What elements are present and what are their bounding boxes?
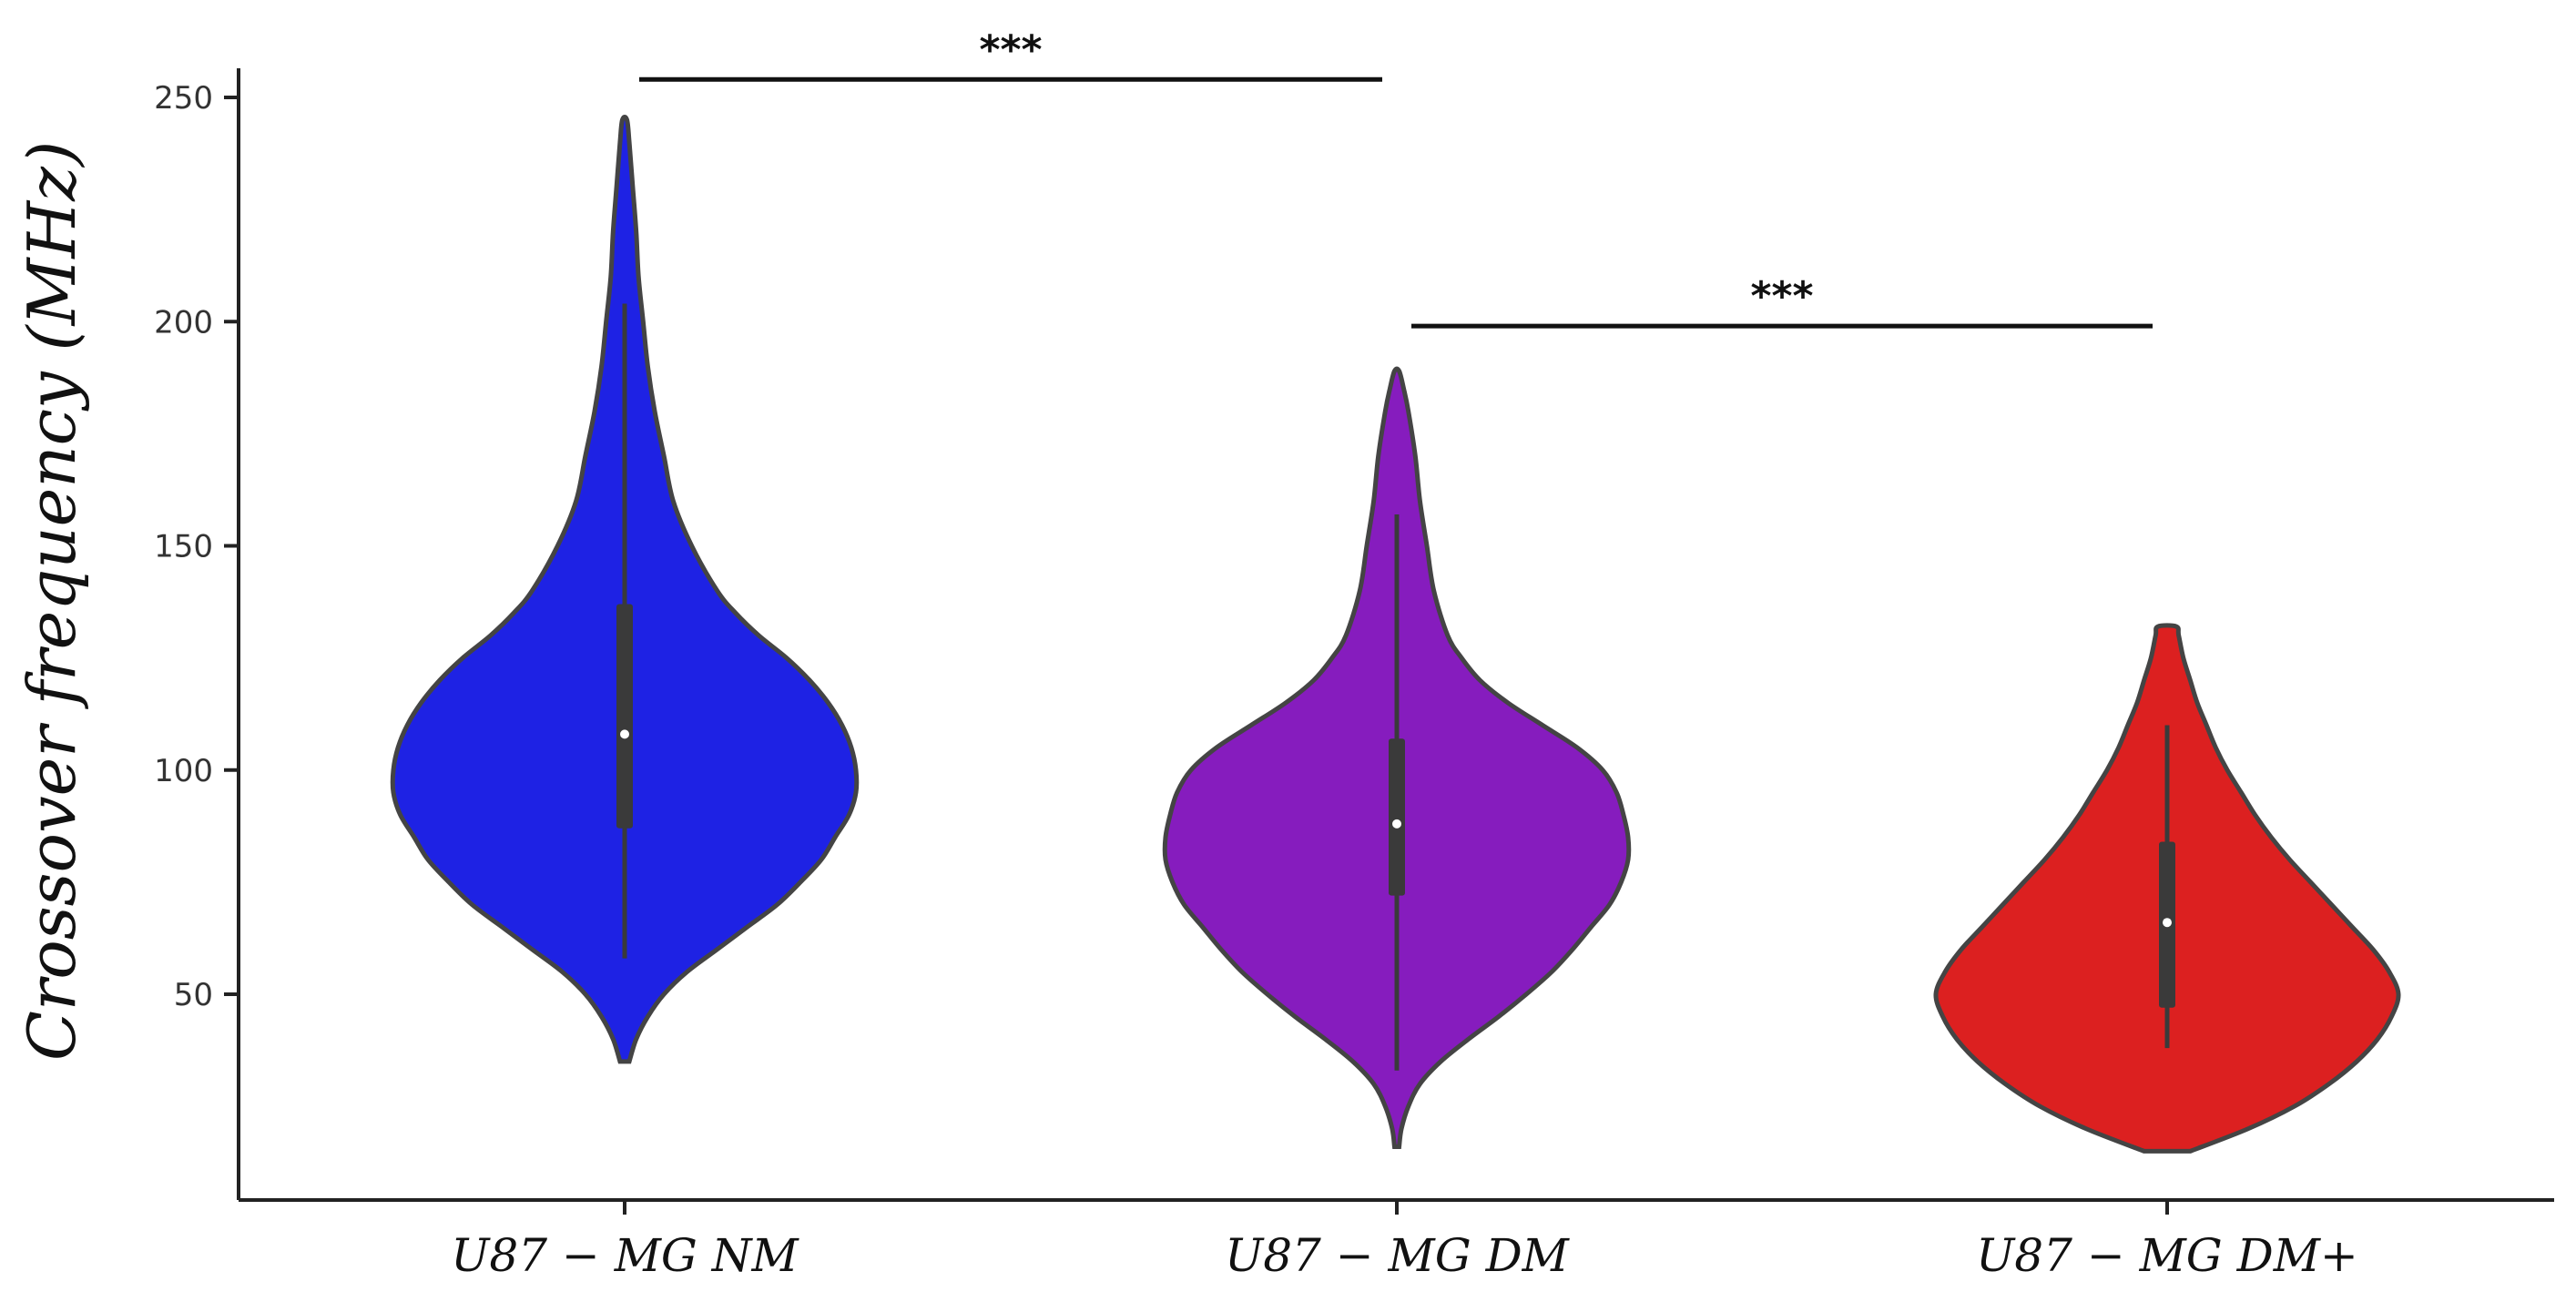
median-marker bbox=[1392, 819, 1401, 829]
x-tick-label: U87 − MG NM bbox=[451, 1229, 799, 1282]
violins bbox=[390, 115, 2401, 1154]
violin-1 bbox=[390, 115, 860, 1064]
violin-3 bbox=[1933, 623, 2401, 1154]
significance-annotations: *** *** bbox=[639, 26, 2153, 329]
significance-label: *** bbox=[1750, 273, 1813, 320]
y-tick-label: 50 bbox=[174, 977, 213, 1013]
significance-label: *** bbox=[979, 26, 1042, 73]
y-tick-label: 250 bbox=[154, 80, 213, 117]
y-ticks: 50 100 150 200 250 bbox=[154, 80, 239, 1013]
x-tick-label: U87 − MG DM+ bbox=[1976, 1229, 2358, 1282]
x-tick-label: U87 − MG DM bbox=[1225, 1229, 1571, 1282]
y-tick-label: 150 bbox=[154, 529, 213, 565]
median-marker bbox=[2163, 918, 2172, 928]
y-axis-title: Crossover frequency (MHz) bbox=[14, 141, 90, 1061]
y-tick-label: 100 bbox=[154, 753, 213, 789]
median-marker bbox=[620, 729, 629, 739]
y-tick-label: 200 bbox=[154, 304, 213, 341]
iqr-box bbox=[616, 604, 633, 829]
violin-2 bbox=[1162, 366, 1632, 1149]
iqr-box bbox=[1389, 738, 1405, 896]
x-ticks: U87 − MG NM U87 − MG DM U87 − MG DM+ bbox=[451, 1200, 2358, 1282]
